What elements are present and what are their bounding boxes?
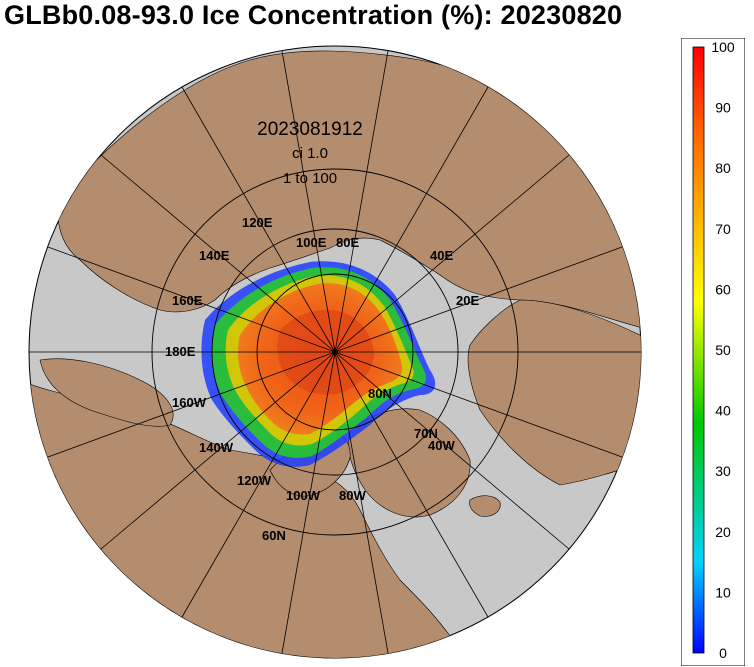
colorbar-frame — [681, 38, 745, 666]
meridians — [29, 50, 641, 654]
land-greenland — [348, 408, 471, 518]
lon-label-80w: 80W — [339, 488, 366, 503]
colorbar-tick-label: 70 — [715, 221, 731, 237]
meridian — [334, 351, 389, 654]
lon-label-120w: 120W — [237, 473, 272, 488]
lon-label-100e: 100E — [296, 235, 327, 250]
map-title: GLBb0.08-93.0 Ice Concentration (%): 202… — [4, 0, 623, 30]
lon-label-180e: 180E — [165, 344, 196, 359]
lon-label-40w: 40W — [428, 438, 455, 453]
lon-label-140e: 140E — [199, 248, 230, 263]
colorbar-tick-label: 60 — [715, 281, 731, 297]
range-label: 1 to 100 — [283, 170, 337, 187]
colorbar-tick-label: 10 — [715, 584, 731, 600]
colorbar-tick-label: 90 — [715, 100, 731, 116]
colorbar-tick-label: 100 — [711, 39, 735, 55]
lat-label-80n: 80N — [368, 386, 392, 401]
meridian — [100, 154, 336, 353]
land-scandinavia — [467, 299, 641, 486]
colorbar-tick-label: 30 — [715, 463, 731, 479]
meridian — [334, 154, 570, 353]
contour-interval-label: ci 1.0 — [292, 145, 328, 162]
meridian — [181, 351, 336, 618]
meridian — [47, 246, 336, 353]
meridian — [334, 50, 389, 353]
colorbar-tick-label: 50 — [715, 342, 731, 358]
lat-label-70n: 70N — [414, 426, 438, 441]
lon-label-160e: 160E — [172, 293, 203, 308]
meridian — [334, 246, 623, 353]
meridian — [47, 351, 336, 458]
meridian — [334, 351, 489, 618]
meridian — [181, 86, 336, 353]
lon-label-40e: 40E — [430, 248, 453, 263]
lon-label-160w: 160W — [172, 395, 207, 410]
land-eurasia — [57, 50, 641, 331]
lon-label-100w: 100W — [286, 488, 321, 503]
colorbar-tick-label: 20 — [715, 524, 731, 540]
meridian — [100, 351, 336, 550]
land-iceland — [469, 495, 501, 517]
lon-label-140w: 140W — [199, 440, 234, 455]
lon-label-80e: 80E — [336, 235, 359, 250]
colorbar-tick-label: 0 — [719, 645, 727, 661]
land-alaska — [39, 358, 174, 427]
meridian — [334, 351, 570, 550]
lat-label-60n: 60N — [262, 528, 286, 543]
colorbar-tick-label: 40 — [715, 403, 731, 419]
lon-label-120e: 120E — [242, 215, 273, 230]
meridian — [334, 86, 489, 353]
colorbar-gradient — [692, 46, 705, 654]
lon-label-20e: 20E — [456, 293, 479, 308]
valid-time-label: 2023081912 — [257, 119, 363, 140]
meridian — [281, 50, 336, 353]
meridian — [281, 351, 336, 654]
colorbar-tick-label: 80 — [715, 160, 731, 176]
meridian — [334, 351, 623, 458]
